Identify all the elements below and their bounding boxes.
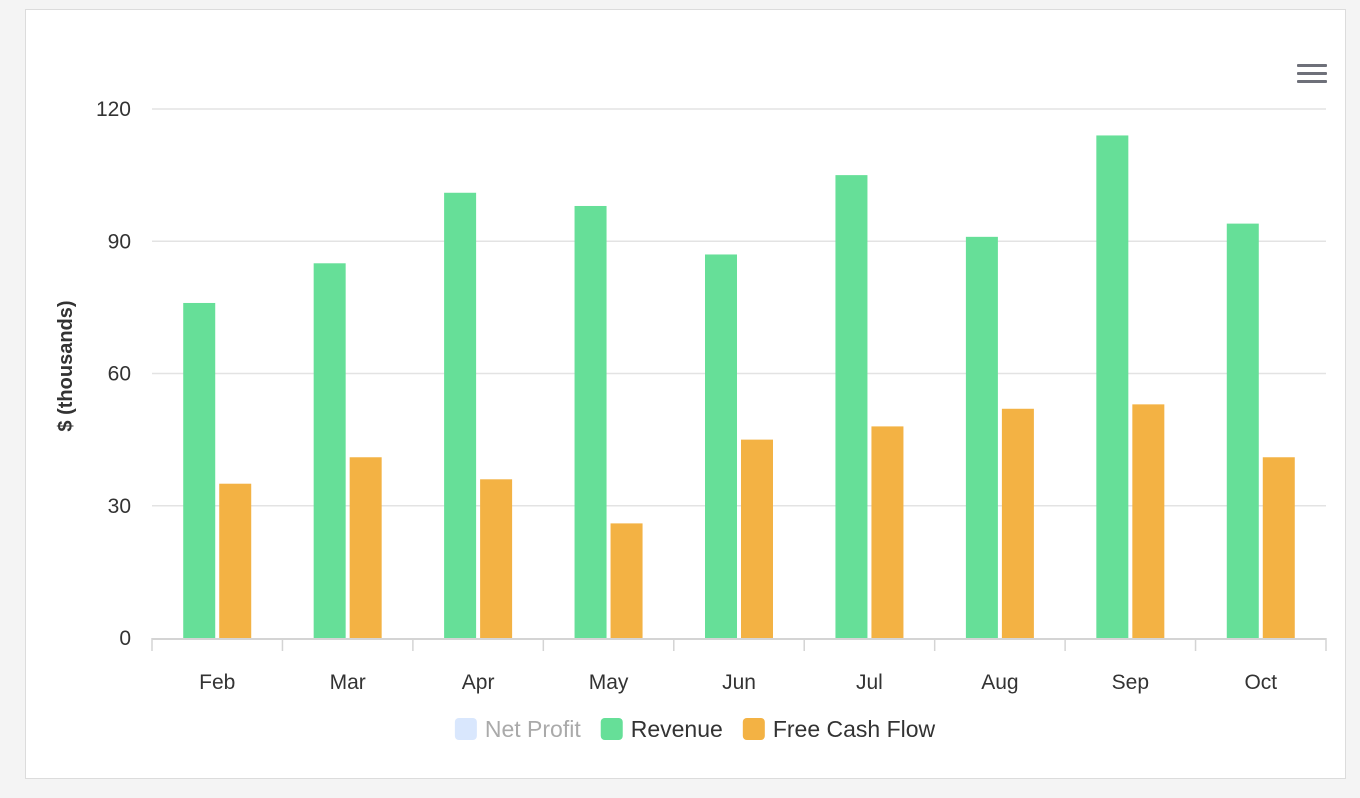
y-tick-label: 0 (119, 627, 131, 650)
bar-free-cash-flow-sep[interactable] (1132, 404, 1165, 638)
legend-swatch (600, 718, 623, 740)
bar-free-cash-flow-mar[interactable] (349, 457, 382, 638)
legend-label: Net Profit (485, 716, 581, 742)
hamburger-menu-icon[interactable] (1295, 62, 1329, 90)
x-tick-label: Sep (1112, 671, 1149, 694)
legend-item-net-profit[interactable]: Net Profit (454, 716, 581, 742)
x-tick-label: Feb (199, 671, 235, 694)
bar-free-cash-flow-aug[interactable] (1001, 408, 1034, 638)
x-tick-label: Apr (462, 671, 495, 694)
legend-label: Revenue (631, 716, 723, 742)
bar-free-cash-flow-jun[interactable] (741, 439, 773, 638)
bar-free-cash-flow-apr[interactable] (480, 479, 513, 638)
x-tick-label: Oct (1244, 671, 1277, 694)
legend-item-free-cash-flow[interactable]: Free Cash Flow (742, 716, 936, 742)
grid-lines (152, 108, 1326, 507)
bar-revenue-jul[interactable] (835, 175, 868, 638)
bar-revenue-jun[interactable] (705, 254, 737, 638)
bars (183, 135, 1295, 638)
bar-revenue-sep[interactable] (1096, 135, 1129, 638)
bar-revenue-apr[interactable] (444, 192, 477, 638)
bar-revenue-mar[interactable] (313, 263, 346, 638)
x-tick-label: May (589, 671, 629, 694)
bar-revenue-may[interactable] (574, 205, 607, 638)
bar-free-cash-flow-may[interactable] (610, 523, 643, 638)
x-tick-label: Aug (981, 671, 1018, 694)
y-tick-label: 60 (108, 363, 131, 386)
y-axis-ticks: 0 30 60 90 120 (96, 98, 131, 650)
bar-revenue-oct[interactable] (1226, 223, 1259, 638)
bar-free-cash-flow-feb[interactable] (219, 483, 252, 638)
bar-revenue-aug[interactable] (965, 236, 998, 638)
y-tick-label: 120 (96, 98, 131, 121)
legend-item-revenue[interactable]: Revenue (600, 716, 723, 742)
legend-swatch (742, 718, 765, 740)
x-tick-label: Jul (856, 671, 883, 694)
legend-swatch (454, 718, 477, 740)
y-tick-label: 30 (108, 495, 131, 518)
legend: Net Profit Revenue Free Cash Flow (454, 716, 936, 742)
legend-label: Free Cash Flow (773, 716, 936, 742)
bar-revenue-feb[interactable] (183, 302, 216, 638)
bar-free-cash-flow-oct[interactable] (1262, 457, 1295, 638)
y-tick-label: 90 (108, 230, 131, 253)
bar-free-cash-flow-jul[interactable] (871, 426, 904, 638)
y-axis-title: $ (thousands) (55, 300, 77, 431)
x-axis: Feb Mar Apr May Jun Jul Aug Sep Oct (151, 638, 1327, 694)
x-tick-label: Mar (330, 671, 366, 694)
x-tick-label: Jun (722, 671, 756, 694)
